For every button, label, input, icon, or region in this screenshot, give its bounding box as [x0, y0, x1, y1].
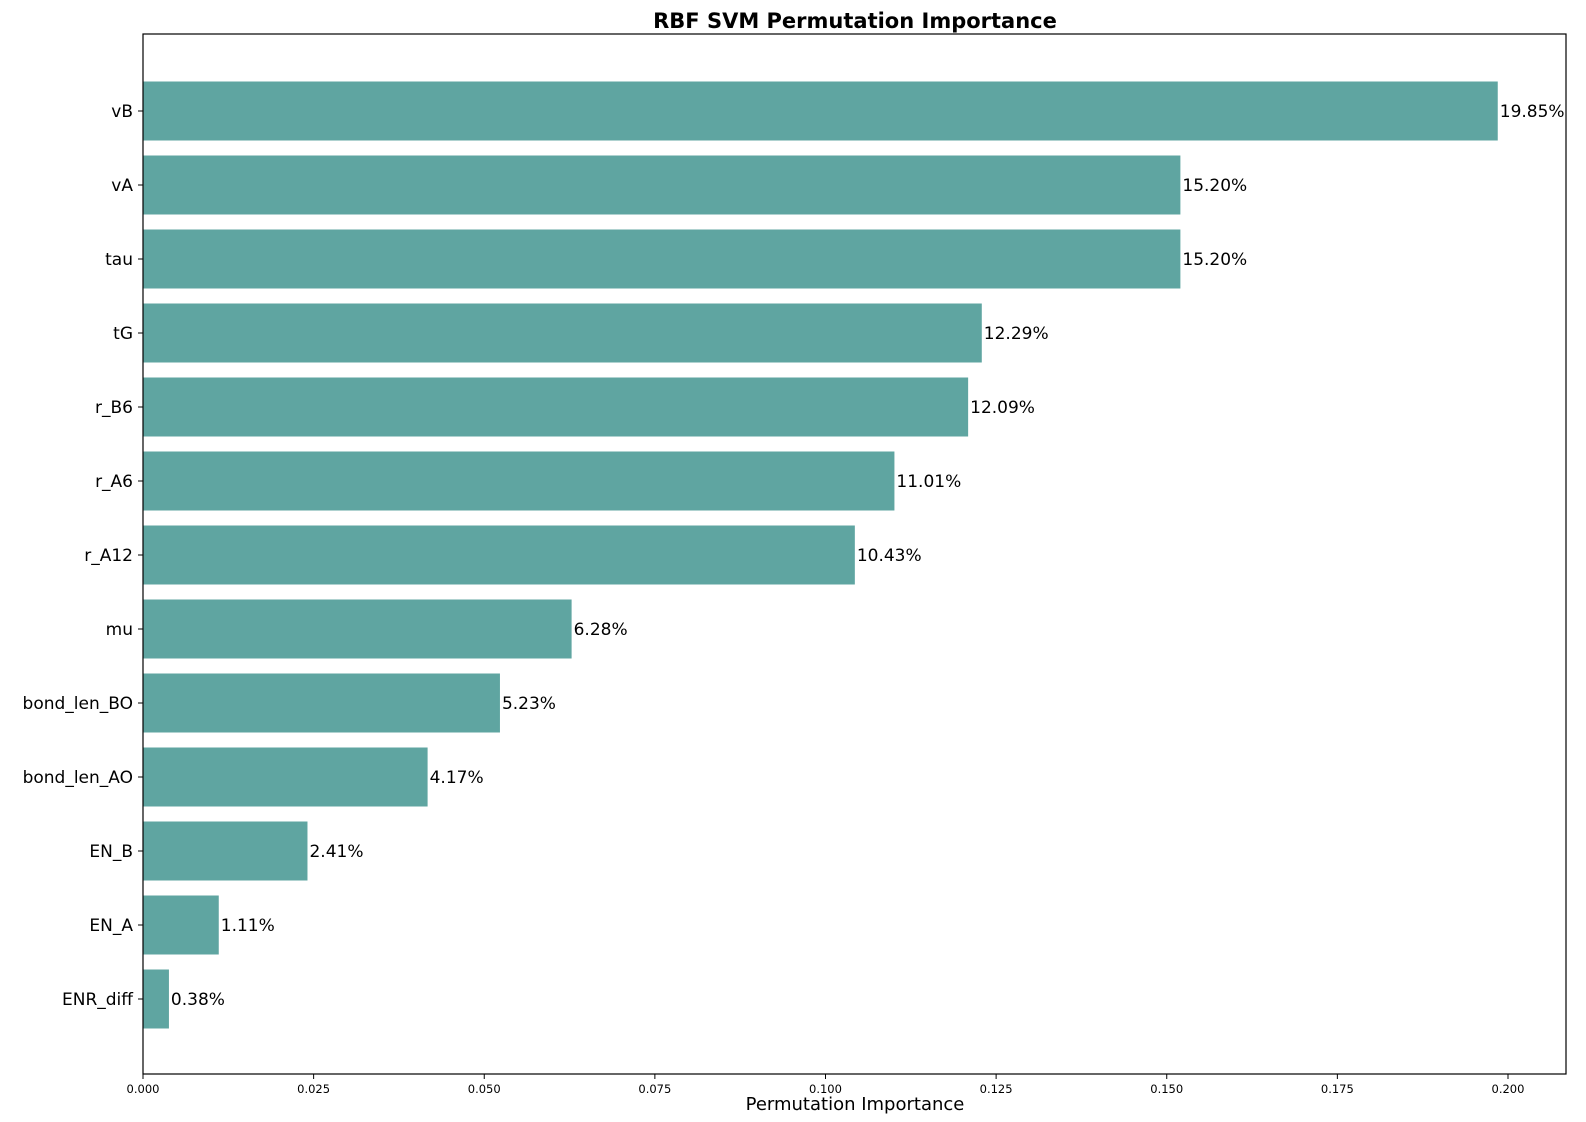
x-tick-label: 0.175: [1321, 1082, 1354, 1096]
y-tick-label: EN_B: [89, 842, 133, 862]
y-tick-label: r_B6: [95, 398, 133, 418]
x-tick-label: 0.100: [809, 1082, 842, 1096]
data-label: 1.11%: [221, 916, 275, 936]
bar-mu: [143, 599, 572, 659]
x-tick-label: 0.000: [127, 1082, 160, 1096]
y-tick-label: mu: [106, 620, 133, 640]
data-label: 0.38%: [171, 990, 225, 1010]
bar-tau: [143, 229, 1181, 289]
y-tick-label: tG: [113, 324, 133, 344]
x-tick-label: 0.050: [468, 1082, 501, 1096]
y-tick-label: r_A6: [95, 472, 133, 492]
data-label: 12.29%: [984, 324, 1049, 344]
bar-en-b: [143, 821, 308, 881]
data-label: 5.23%: [502, 694, 556, 714]
x-tick-label: 0.075: [638, 1082, 671, 1096]
bars-layer: 19.85% 15.20% 15.20% 12.29% 12.09% 11.01% 10.4…: [143, 81, 1565, 1029]
y-tick-label: vB: [111, 102, 133, 122]
data-label: 11.01%: [896, 472, 961, 492]
y-tick-label: ENR_diff: [62, 990, 134, 1010]
x-tick-label: 0.200: [1492, 1082, 1525, 1096]
x-axis-label: Permutation Importance: [746, 1094, 965, 1115]
bar-r-b6: [143, 377, 969, 437]
bar-en-a: [143, 895, 219, 955]
data-label: 10.43%: [857, 546, 922, 566]
data-label: 4.17%: [430, 768, 484, 788]
y-tick-label: tau: [105, 250, 133, 270]
chart-title: RBF SVM Permutation Importance: [653, 9, 1057, 33]
data-label: 2.41%: [309, 842, 363, 862]
y-tick-label: vA: [111, 176, 133, 196]
bar-r-a12: [143, 525, 855, 585]
data-label: 12.09%: [970, 398, 1035, 418]
data-label: 15.20%: [1182, 250, 1247, 270]
x-tick-label: 0.025: [297, 1082, 330, 1096]
bar-tg: [143, 303, 982, 363]
data-label: 6.28%: [574, 620, 628, 640]
data-label: 19.85%: [1500, 102, 1565, 122]
y-tick-label: bond_len_AO: [23, 768, 133, 788]
plot-frame: [142, 33, 1567, 1075]
bar-enr-diff: [143, 969, 169, 1029]
y-tick-label: bond_len_BO: [23, 694, 133, 714]
bar-vb: [143, 81, 1498, 141]
x-tick-label: 0.125: [980, 1082, 1013, 1096]
y-tick-label: r_A12: [84, 546, 133, 566]
bar-r-a6: [143, 451, 895, 511]
y-tick-label: EN_A: [89, 916, 133, 936]
x-tick-label: 0.150: [1150, 1082, 1183, 1096]
bar-va: [143, 155, 1181, 215]
bar-bond-len-ao: [143, 747, 428, 807]
data-label: 15.20%: [1182, 176, 1247, 196]
bar-bond-len-bo: [143, 673, 500, 733]
